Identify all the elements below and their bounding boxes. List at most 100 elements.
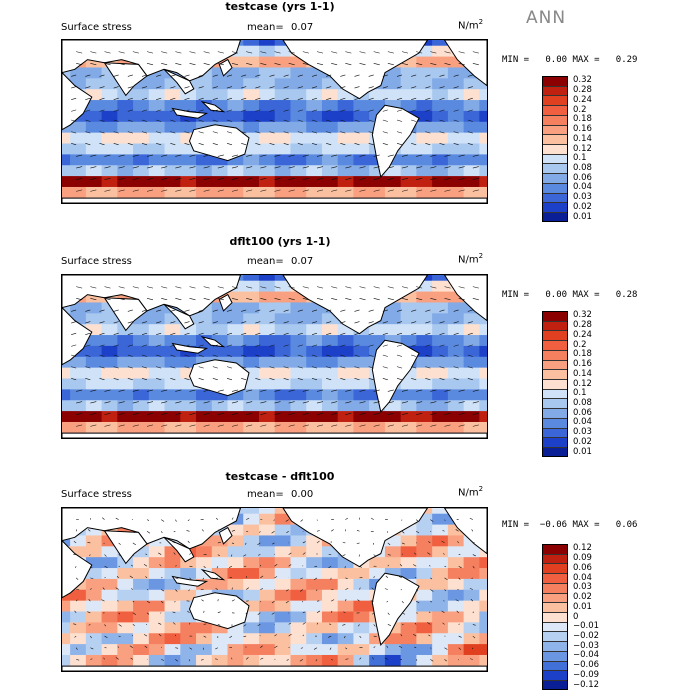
wind-vector [444, 297, 451, 301]
field-cell [290, 557, 307, 569]
field-cell [259, 34, 276, 47]
field-cell [85, 568, 103, 580]
wind-vector [458, 189, 465, 192]
field-cell [243, 121, 260, 134]
wind-vector [425, 119, 431, 122]
field-cell [148, 165, 166, 177]
field-cell [274, 356, 291, 369]
wind-vector [102, 517, 105, 520]
wind-vector [202, 577, 204, 580]
wind-vector [113, 109, 119, 112]
field-cell [243, 502, 260, 515]
field-cell [227, 78, 244, 90]
wind-vector [401, 531, 405, 534]
field-cell [164, 324, 181, 336]
field-cell [369, 165, 386, 177]
wind-vector [396, 309, 403, 312]
wind-vector [161, 177, 168, 181]
field-cell [211, 654, 229, 667]
wind-vector [85, 321, 91, 324]
wind-vector [255, 366, 261, 369]
field-cell [227, 644, 244, 656]
wind-vector [260, 657, 264, 660]
wind-vector [246, 177, 253, 181]
wind-vector [288, 564, 292, 567]
wind-vector [172, 541, 176, 544]
field-cell [274, 546, 291, 558]
field-cell [290, 302, 307, 314]
field-cell [447, 143, 465, 155]
wind-vector [203, 62, 210, 66]
colorbar-swatch [543, 642, 567, 652]
field-cell [432, 644, 449, 656]
wind-vector [453, 332, 459, 336]
field-cell [180, 421, 197, 434]
field-cell [321, 335, 339, 347]
field-cell [85, 524, 103, 536]
field-cell [243, 143, 260, 155]
field-cell [384, 400, 402, 412]
wind-vector [398, 576, 403, 579]
wind-vector [316, 540, 320, 544]
field-cell [353, 143, 370, 155]
wind-vector [283, 119, 289, 122]
wind-vector [113, 332, 119, 336]
wind-vector [359, 587, 361, 590]
colorbar-swatch [543, 106, 567, 116]
wind-vector [203, 541, 206, 544]
wind-vector [283, 86, 289, 89]
colorbar-swatch [543, 661, 567, 672]
field-cell [353, 165, 370, 177]
wind-vector [345, 424, 352, 427]
wind-vector [331, 401, 338, 404]
wind-vector [288, 424, 295, 427]
colorbar-swatch [543, 671, 567, 682]
field-cell [290, 89, 307, 101]
map-svg [54, 34, 496, 210]
field-cell [211, 176, 229, 188]
field-cell [101, 389, 118, 401]
field-cell [164, 411, 181, 423]
field-cell [164, 89, 181, 101]
wind-vector [453, 86, 459, 89]
field-cell [384, 324, 402, 336]
field-cell [306, 335, 323, 347]
colorbar-swatch [543, 321, 567, 332]
wind-vector [217, 389, 224, 392]
wind-vector [274, 286, 281, 289]
wind-vector [314, 577, 318, 581]
wind-vector [326, 119, 332, 122]
wind-vector [288, 552, 292, 555]
field-cell [479, 589, 496, 602]
wind-vector [175, 577, 179, 580]
wind-vector [226, 321, 233, 324]
wind-vector [345, 166, 352, 169]
wind-vector [217, 624, 221, 626]
field-cell [384, 176, 402, 188]
field-cell [432, 176, 449, 188]
wind-vector [340, 119, 346, 122]
field-cell [227, 302, 244, 314]
field-cell [479, 557, 496, 569]
wind-vector [226, 344, 233, 347]
wind-vector [226, 332, 233, 336]
wind-vector [368, 109, 374, 112]
colorbar-label: 0.02 [573, 592, 592, 603]
field-cell [432, 154, 449, 166]
wind-vector [401, 553, 404, 555]
field-cell [290, 389, 307, 401]
field-cell [416, 535, 433, 547]
field-cell [447, 421, 465, 434]
field-cell [85, 89, 103, 101]
wind-vector [132, 401, 139, 404]
field-cell [306, 176, 323, 188]
field-cell [432, 400, 449, 412]
field-cell [274, 186, 291, 199]
wind-vector [89, 554, 91, 557]
wind-vector [146, 612, 150, 615]
field-cell [274, 110, 291, 123]
wind-vector [458, 389, 465, 392]
field-cell [259, 313, 276, 325]
field-cell [85, 335, 103, 347]
field-cell [337, 186, 354, 199]
